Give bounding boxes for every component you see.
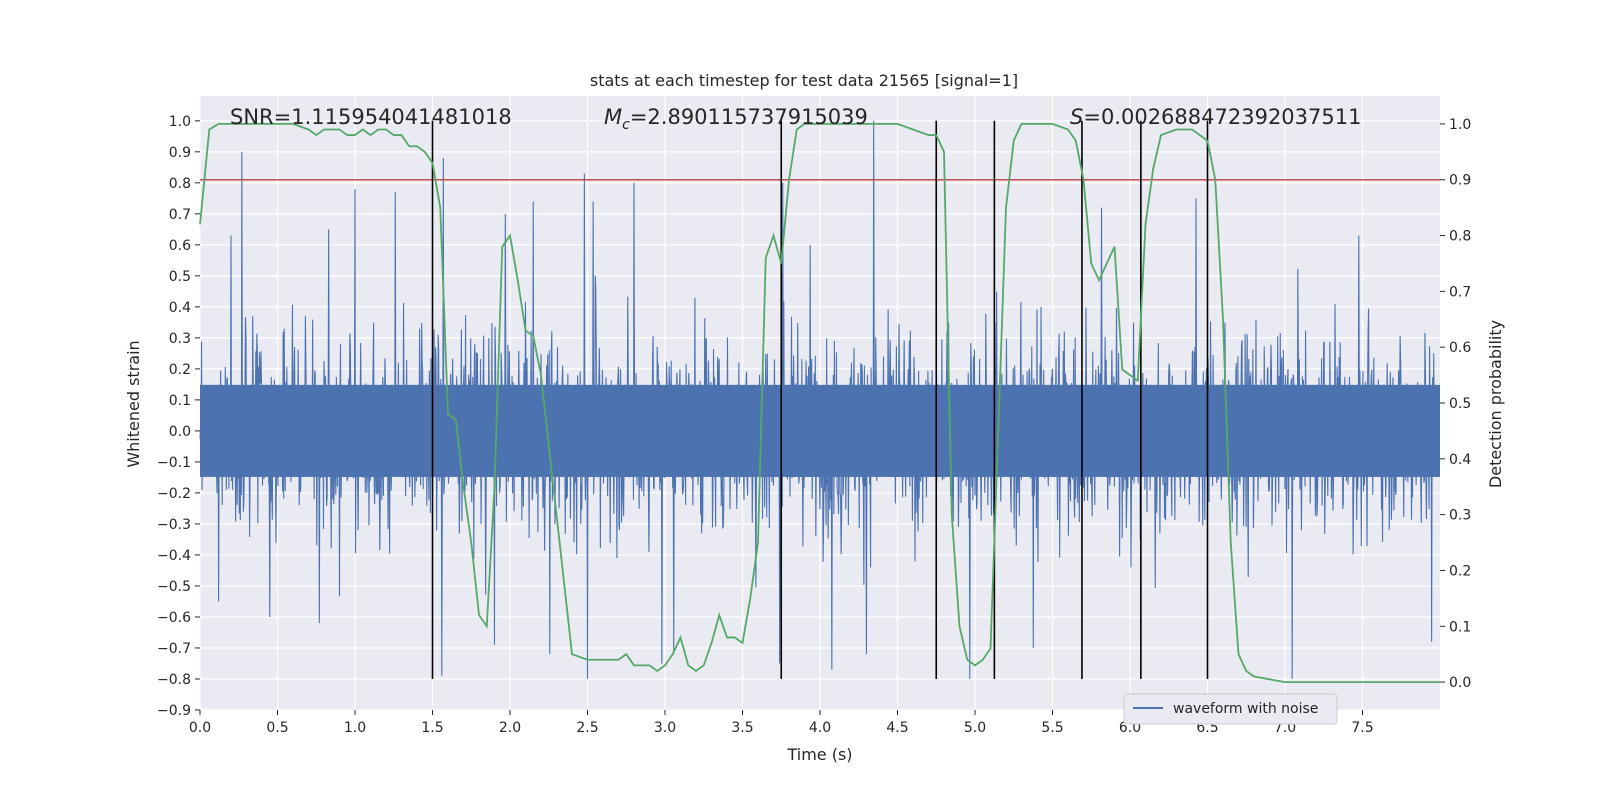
s-symbol: S <box>1070 105 1083 129</box>
y-right-tick-label: 0.0 <box>1449 675 1471 691</box>
y-left-tick-label: −0.5 <box>157 579 191 595</box>
x-tick-label: 1.5 <box>421 720 443 736</box>
y-left-tick-label: 0.2 <box>169 362 191 378</box>
x-tick-label: 2.5 <box>576 720 598 736</box>
y-left-tick-label: 0.4 <box>169 300 191 316</box>
x-tick-label: 5.0 <box>964 720 986 736</box>
vertical-markers <box>431 120 1209 679</box>
y-left-tick-label: 0.8 <box>169 176 191 192</box>
y-right-axis-label: Detection probability <box>1486 320 1505 488</box>
y-right-tick-label: 0.4 <box>1449 452 1471 468</box>
y-left-tick-label: −0.7 <box>157 641 191 657</box>
y-left-tick-label: −0.3 <box>157 517 191 533</box>
y-right-tick-label: 1.0 <box>1449 117 1471 133</box>
y-right-tick-label: 0.2 <box>1449 563 1471 579</box>
y-left-tick-label: −0.6 <box>157 610 191 626</box>
y-right-tick-label: 0.6 <box>1449 340 1471 356</box>
y-left-tick-label: 0.6 <box>169 238 191 254</box>
x-tick-label: 2.0 <box>499 720 521 736</box>
legend-box <box>1123 693 1338 725</box>
y-right-tick-label: 0.5 <box>1449 396 1471 412</box>
chart-title: stats at each timestep for test data 215… <box>590 71 1018 90</box>
s-value: =0.002688472392037511 <box>1083 105 1361 129</box>
chirp-mass-value: =2.890115737915039 <box>630 105 868 129</box>
y-left-tick-label: 0.1 <box>169 393 191 409</box>
y-left-tick-label: −0.8 <box>157 672 191 688</box>
x-tick-label: 1.0 <box>344 720 366 736</box>
y-right-tick-label: 0.7 <box>1449 284 1471 300</box>
waveform-series <box>199 120 1440 679</box>
detection-probability-line <box>199 123 1440 683</box>
y-right-tick-label: 0.1 <box>1449 619 1471 635</box>
y-left-tick-label: −0.2 <box>157 486 191 502</box>
legend-label: waveform with noise <box>1173 701 1318 717</box>
y-left-tick-label: 1.0 <box>169 114 191 130</box>
chirp-mass-subscript: c <box>622 117 630 133</box>
y-left-axis-label: Whitened strain <box>124 340 143 467</box>
y-left-tick-label: 0.7 <box>169 207 191 223</box>
chirp-mass-symbol: M <box>604 105 622 129</box>
waveform-band <box>200 384 1440 477</box>
x-tick-label: 4.5 <box>886 720 908 736</box>
x-tick-label: 3.0 <box>654 720 676 736</box>
s-annotation: S=0.002688472392037511 <box>1070 105 1361 129</box>
chirp-mass-annotation: Mc=2.890115737915039 <box>604 105 868 133</box>
legend: waveform with noise <box>1123 693 1338 725</box>
y-left-tick-label: −0.9 <box>157 703 191 719</box>
x-tick-label: 3.5 <box>731 720 753 736</box>
y-left-tick-label: 0.9 <box>169 145 191 161</box>
y-right-tick-label: 0.3 <box>1449 508 1471 524</box>
x-tick-label: 7.5 <box>1351 720 1373 736</box>
y-left-tick-label: −0.1 <box>157 455 191 471</box>
y-left-tick-label: −0.4 <box>157 548 191 564</box>
y-left-tick-label: 0.3 <box>169 331 191 347</box>
y-left-tick-label: 0.5 <box>169 269 191 285</box>
x-tick-label: 5.5 <box>1041 720 1063 736</box>
snr-annotation: SNR=1.115954041481018 <box>230 105 512 129</box>
y-right-tick-label: 0.9 <box>1449 173 1471 189</box>
x-axis-ticks: 0.0 0.5 1.0 1.5 2.0 2.5 3.0 3.5 4.0 4.5 5.0 5.5 6.0 6… <box>189 710 1374 736</box>
x-axis-label: Time (s) <box>786 745 852 764</box>
x-tick-label: 4.0 <box>809 720 831 736</box>
x-tick-label: 0.0 <box>189 720 211 736</box>
y-left-tick-label: 0.0 <box>169 424 191 440</box>
y-right-axis-ticks: 0.0 0.1 0.2 0.3 0.4 0.5 0.6 0.7 0.8 0.9 1.0 <box>1440 117 1471 691</box>
y-left-axis-ticks: −0.9 −0.8 −0.7 −0.6 −0.5 −0.4 −0.3 −0.2 −0.1 0.0 0… <box>157 114 200 719</box>
x-tick-label: 0.5 <box>266 720 288 736</box>
y-right-tick-label: 0.8 <box>1449 229 1471 245</box>
